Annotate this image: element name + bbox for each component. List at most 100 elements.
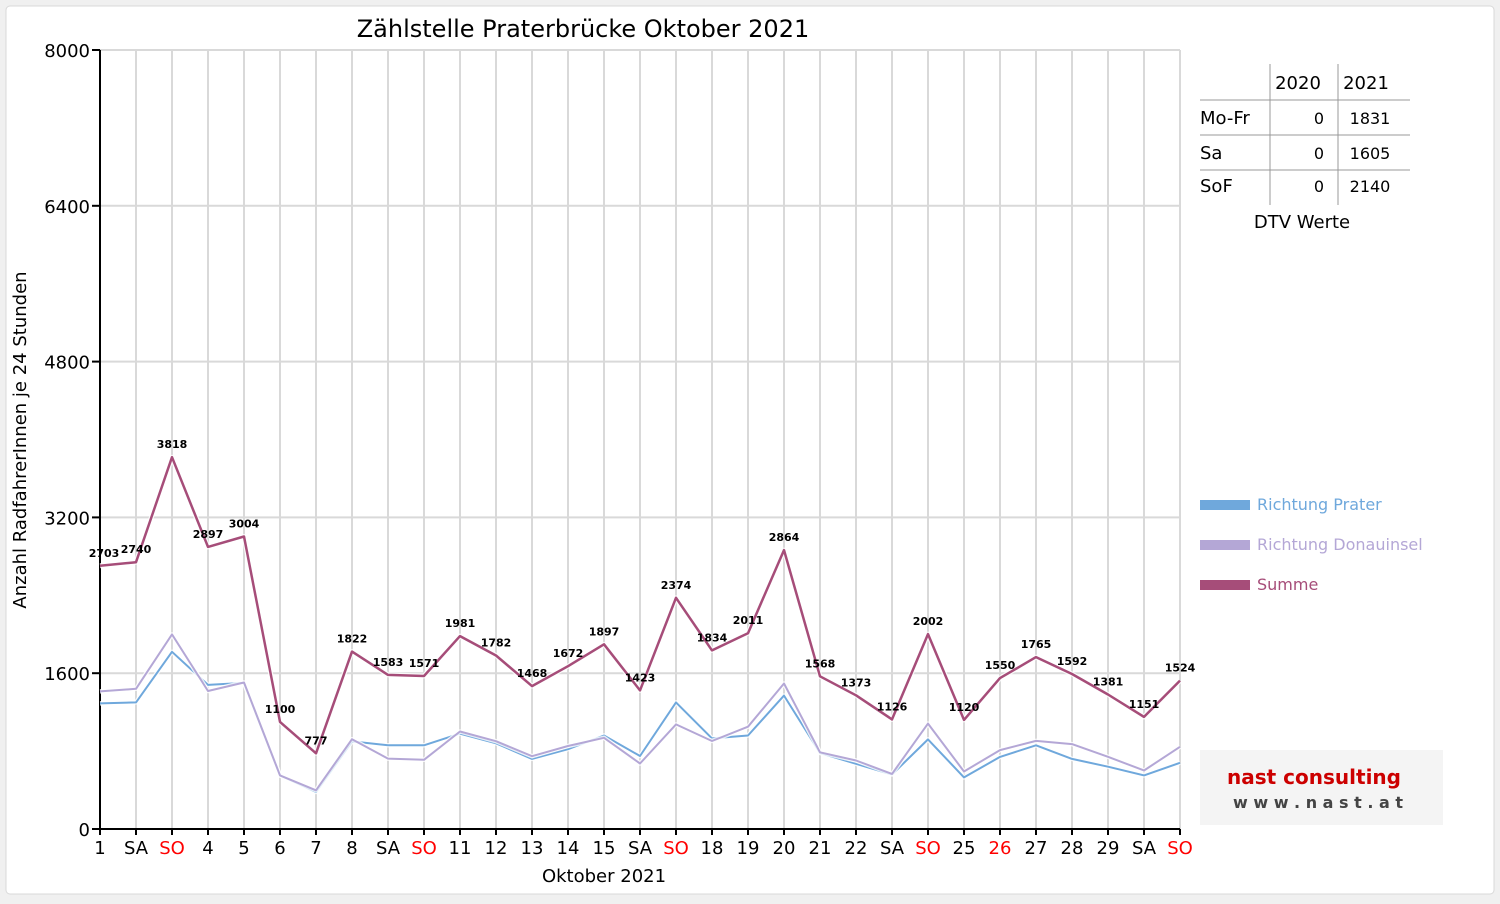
data-label: 1373: [841, 676, 872, 689]
dtv-sa-2021: 1605: [1350, 144, 1391, 163]
data-label: 1592: [1057, 655, 1088, 668]
legend: Richtung Prater Richtung Donauinsel Summ…: [1200, 495, 1423, 594]
x-tick-label: 5: [238, 838, 249, 859]
x-tick-label: 21: [809, 838, 832, 859]
x-tick-label: 4: [202, 838, 213, 859]
x-tick-label: 19: [737, 838, 760, 859]
data-label: 3818: [157, 438, 188, 451]
dtv-mofr-2020: 0: [1314, 109, 1324, 128]
x-tick-label: 13: [521, 838, 544, 859]
x-tick-label: SO: [159, 838, 185, 859]
series-line-2: [99, 455, 1181, 755]
dtv-header-2021: 2021: [1343, 73, 1389, 94]
dtv-sof-2020: 0: [1314, 177, 1324, 196]
logo-url: w w w . n a s t . a t: [1233, 793, 1403, 812]
y-tick-label: 3200: [44, 508, 90, 529]
x-tick-label: 6: [274, 838, 285, 859]
chart-background: [5, 5, 1495, 895]
x-tick-label: SA: [628, 838, 653, 859]
data-label: 1834: [697, 631, 728, 644]
x-tick-label: SA: [124, 838, 149, 859]
data-label: 1468: [517, 667, 548, 680]
dtv-row-label-sa: Sa: [1200, 143, 1222, 164]
data-label: 1126: [877, 700, 908, 713]
legend-swatch-donauinsel: [1200, 540, 1250, 550]
dtv-sa-2020: 0: [1314, 144, 1324, 163]
data-label: 1568: [805, 657, 836, 670]
x-tick-label: SO: [915, 838, 941, 859]
x-tick-label: 11: [449, 838, 472, 859]
dtv-row-label-mofr: Mo-Fr: [1200, 108, 1250, 129]
data-label: 1381: [1093, 676, 1124, 689]
data-label: 2374: [661, 579, 692, 592]
data-label: 2740: [121, 543, 152, 556]
logo-background: [1200, 750, 1443, 825]
y-tick-label: 0: [79, 820, 90, 841]
x-tick-label: 26: [989, 838, 1012, 859]
y-axis-label: Anzahl RadfahrerInnen je 24 Stunden: [10, 271, 31, 608]
data-label: 1571: [409, 657, 440, 670]
data-label: 2897: [193, 528, 224, 541]
x-tick-label: 14: [557, 838, 580, 859]
x-tick-label: SO: [411, 838, 437, 859]
x-axis: 1 SA SO 4 5 6 7 8 SA SO 11 12 13 14 15 SA SO 18 19 20 21 22 SA…: [94, 828, 1193, 859]
data-label: 1151: [1129, 698, 1160, 711]
data-label: 1822: [337, 633, 368, 646]
x-tick-label: 22: [845, 838, 868, 859]
x-tick-label: 18: [701, 838, 724, 859]
y-tick-label: 4800: [44, 353, 90, 374]
data-label: 1120: [949, 701, 980, 714]
data-label: 1550: [985, 659, 1016, 672]
data-label: 2011: [733, 614, 764, 627]
legend-swatch-summe: [1200, 580, 1250, 590]
data-label: 1423: [625, 671, 656, 684]
data-label: 1981: [445, 617, 476, 630]
chart-title: Zählstelle Praterbrücke Oktober 2021: [357, 15, 810, 43]
data-label: 2703: [89, 547, 120, 560]
dtv-table: 2020 2021 Mo-Fr 0 1831 Sa 0 1605 SoF 0 2…: [1200, 64, 1410, 233]
y-tick-label: 6400: [44, 197, 90, 218]
x-tick-label: 1: [94, 838, 105, 859]
y-axis: 0 1600 3200 4800 6400 8000: [44, 41, 101, 841]
legend-swatch-prater: [1200, 500, 1250, 510]
dtv-caption: DTV Werte: [1254, 212, 1350, 233]
x-tick-label: SA: [376, 838, 401, 859]
data-label: 1524: [1165, 662, 1196, 675]
x-axis-label: Oktober 2021: [542, 866, 666, 887]
x-tick-label: 25: [953, 838, 976, 859]
x-tick-label: 15: [593, 838, 616, 859]
dtv-mofr-2021: 1831: [1350, 109, 1391, 128]
nast-logo: nast consulting w w w . n a s t . a t: [1200, 750, 1443, 825]
data-label: 1782: [481, 636, 512, 649]
x-tick-label: 28: [1061, 838, 1084, 859]
legend-label-prater: Richtung Prater: [1257, 495, 1382, 514]
x-tick-label: 8: [346, 838, 357, 859]
legend-label-donauinsel: Richtung Donauinsel: [1257, 535, 1423, 554]
data-labels: 2703 2740 3818 2897 3004 1100 777 1822 1583 1571 1…: [89, 438, 1196, 747]
data-label: 2002: [913, 615, 944, 628]
data-label: 1765: [1021, 638, 1052, 651]
legend-label-summe: Summe: [1257, 575, 1318, 594]
series-lines: [99, 454, 1182, 795]
series-line-1: [99, 633, 1181, 792]
x-tick-label: SA: [1132, 838, 1157, 859]
x-tick-label: 20: [773, 838, 796, 859]
x-tick-label: SO: [1167, 838, 1193, 859]
x-tick-label: SA: [880, 838, 905, 859]
logo-brand: nast consulting: [1227, 765, 1401, 789]
x-tick-label: 7: [310, 838, 321, 859]
x-tick-label: SO: [663, 838, 689, 859]
dtv-row-label-sof: SoF: [1200, 176, 1233, 197]
y-tick-label: 8000: [44, 41, 90, 62]
data-label: 777: [305, 734, 328, 747]
y-tick-label: 1600: [44, 664, 90, 685]
x-tick-label: 27: [1025, 838, 1048, 859]
data-label: 1672: [553, 647, 584, 660]
x-tick-label: 29: [1097, 838, 1120, 859]
data-label: 3004: [229, 517, 260, 530]
data-label: 1100: [265, 703, 296, 716]
data-label: 1897: [589, 625, 620, 638]
dtv-header-2020: 2020: [1275, 73, 1321, 94]
